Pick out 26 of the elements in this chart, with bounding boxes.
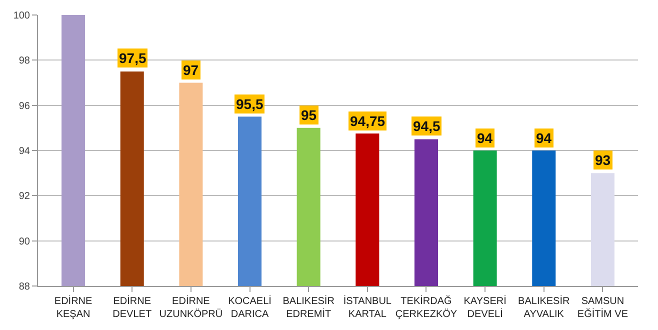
y-tick-label: 88 (18, 282, 30, 292)
x-tick-label: EDİRNE UZUNKÖPRÜ (159, 295, 223, 320)
data-label: 94 (536, 130, 552, 146)
data-label: 94 (477, 130, 493, 146)
y-tick-label: 98 (18, 56, 30, 67)
x-tick-label: KOCAELİ DARICA (228, 295, 272, 320)
x-tick-label: EDİRNE KEŞAN (54, 295, 93, 320)
y-tick-label: 94 (18, 146, 30, 157)
x-tick-label: İSTANBUL KARTAL (343, 295, 392, 320)
x-tick-label: BALIKESİR AYVALIK (518, 295, 570, 320)
x-tick-label: BALIKESİR EDREMİT (282, 295, 334, 320)
data-label: 94,5 (413, 118, 440, 134)
data-label: 97,5 (119, 50, 146, 66)
y-tick-label: 100 (13, 10, 30, 22)
y-tick-label: 96 (18, 100, 30, 112)
data-label: 93 (595, 152, 611, 168)
x-tick-label: EDİRNE DEVLET (112, 295, 152, 320)
data-label: 94,75 (350, 113, 386, 129)
y-tick-label: 90 (18, 236, 30, 248)
x-tick-label: KAYSERİ DEVELİ (464, 295, 506, 320)
data-label: 95 (301, 107, 317, 123)
x-tick-label: TEKİRDAĞ ÇERKEZKÖY (395, 295, 458, 320)
data-label: 95,5 (236, 96, 264, 112)
x-tick-label: SAMSUN EĞİTİM VE (577, 296, 628, 320)
y-tick-label: 92 (18, 191, 30, 202)
data-label: 97 (183, 62, 199, 78)
